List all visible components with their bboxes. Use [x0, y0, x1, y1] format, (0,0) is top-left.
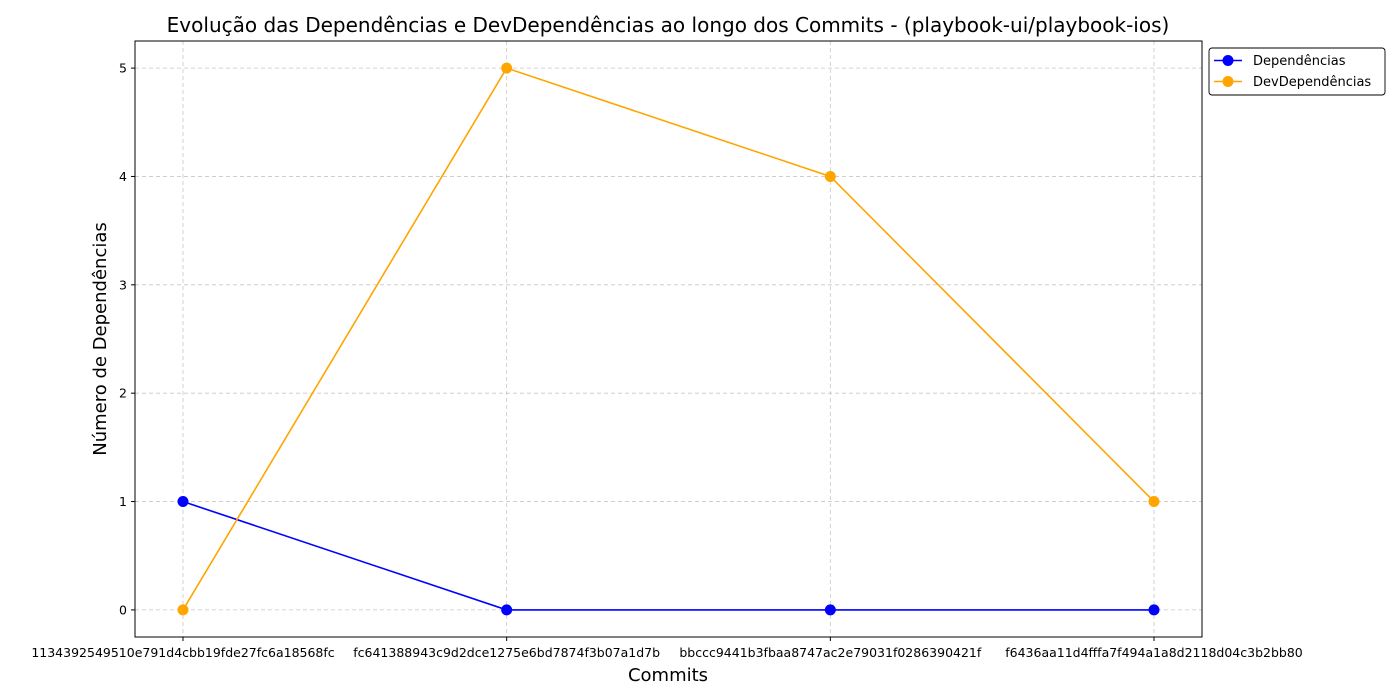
data-point — [1148, 604, 1160, 616]
series-line — [182, 500, 1154, 611]
legend-item: Dependências — [1214, 54, 1346, 69]
data-point — [177, 604, 189, 616]
y-axis-title: Número de Dependências — [90, 222, 111, 456]
data-point — [501, 604, 513, 616]
x-axis: 1134392549510e791d4cbb19fde27fc6a18568fc… — [31, 637, 1303, 660]
legend-marker — [1222, 55, 1234, 66]
series-1 — [177, 496, 1160, 616]
x-axis-title: Commits — [628, 665, 708, 686]
chart-title: Evolução das Dependências e DevDependênc… — [167, 13, 1170, 37]
series-2 — [177, 62, 1160, 616]
plot-area-frame — [134, 40, 1203, 638]
data-point — [824, 604, 836, 616]
y-axis: 0 1 2 3 4 5 — [119, 61, 135, 617]
legend-box — [1208, 47, 1386, 96]
y-tick-label: 5 — [119, 61, 127, 76]
x-tick-label: f6436aa11d4fffa7f494a1a8d2118d04c3b2bb80 — [1005, 645, 1303, 660]
data-point — [177, 496, 189, 508]
x-tick-label: bbccc9441b3fbaa8747ac2e79031f0286390421f — [679, 645, 982, 660]
legend-item: DevDependências — [1214, 75, 1371, 90]
data-point — [824, 170, 836, 182]
legend-label: Dependências — [1253, 54, 1346, 69]
data-point — [1148, 496, 1160, 508]
legend-label: DevDependências — [1253, 75, 1371, 90]
legend: Dependências DevDependências — [1208, 47, 1386, 96]
y-tick-label: 4 — [119, 169, 127, 184]
series-line — [182, 67, 1155, 611]
x-tick-label: fc641388943c9d2dce1275e6bd7874f3b07a1d7b — [353, 645, 660, 660]
y-tick-label: 0 — [119, 602, 127, 617]
x-tick-label: 1134392549510e791d4cbb19fde27fc6a18568fc — [31, 645, 334, 660]
series-group — [177, 62, 1160, 616]
y-tick-label: 1 — [119, 494, 127, 509]
data-point — [501, 62, 513, 74]
y-tick-label: 2 — [119, 386, 127, 401]
legend-marker — [1222, 76, 1234, 87]
y-tick-label: 3 — [119, 277, 127, 292]
grid-lines — [135, 41, 1202, 637]
